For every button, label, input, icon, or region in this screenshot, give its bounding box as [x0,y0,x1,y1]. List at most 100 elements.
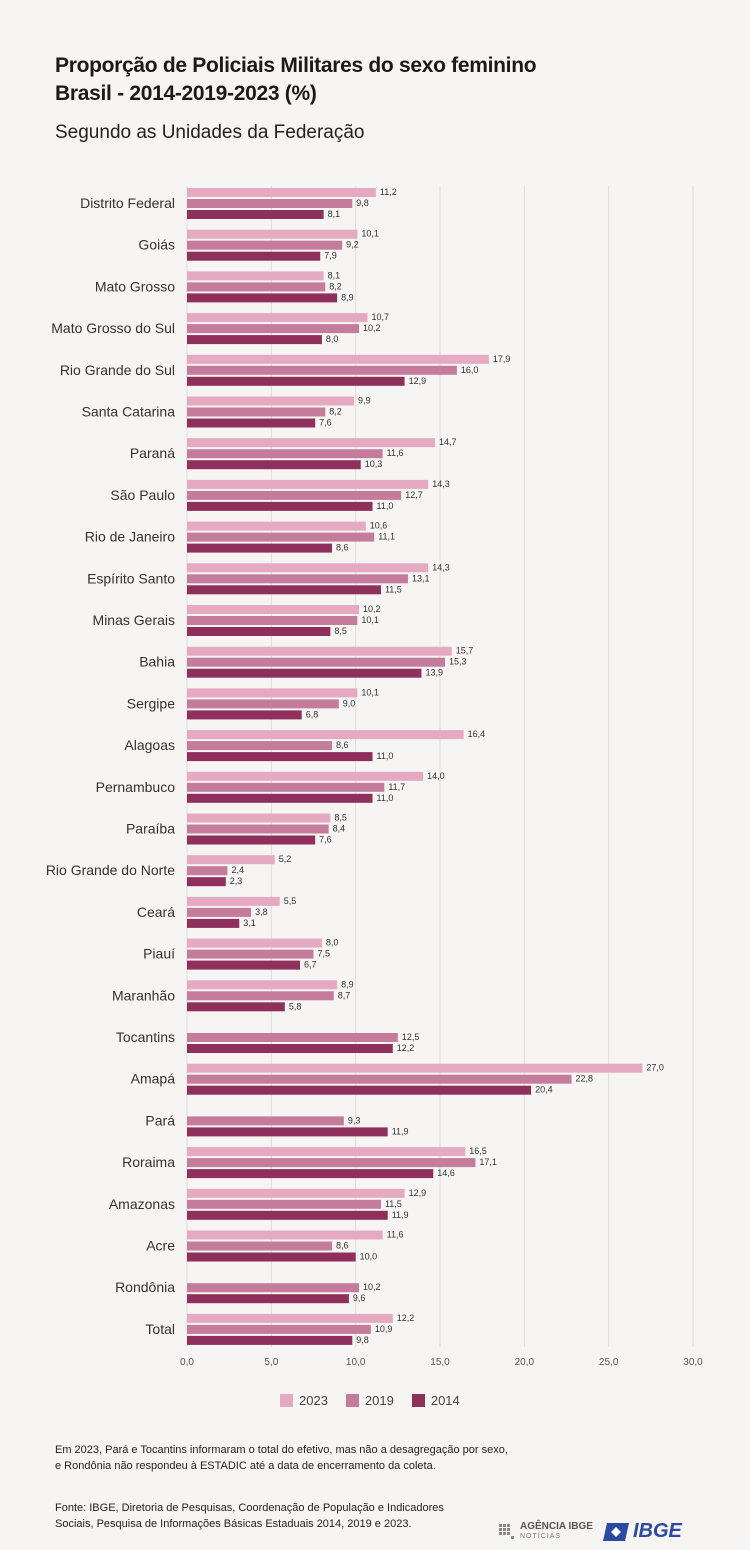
value-label: 12,9 [409,376,427,386]
bar-2014 [187,877,226,887]
bar-2019 [187,449,383,459]
value-label: 7,6 [319,835,332,845]
value-label: 2,4 [231,865,244,875]
value-label: 14,7 [439,437,457,447]
value-label: 27,0 [646,1063,664,1073]
value-label: 9,2 [346,240,359,250]
value-label: 10,1 [361,687,379,697]
ibge-logo: IBGE [602,1520,682,1543]
bar-2014 [187,793,373,803]
value-label: 3,8 [255,907,268,917]
value-label: 14,3 [432,479,450,489]
agencia-ibge-logo: AGÊNCIA IBGE NOTÍCIAS [498,1521,593,1542]
bar-2014 [187,1085,532,1095]
value-label: 10,2 [363,323,381,333]
value-label: 6,7 [304,960,317,970]
bar-2023 [187,688,358,698]
value-label: 5,5 [284,896,297,906]
legend: 2023 2019 2014 [280,1393,460,1408]
x-tick-label: 15,0 [430,1357,450,1368]
value-label: 11,0 [377,501,394,511]
category-label: Roraima [122,1154,175,1170]
value-label: 10,2 [363,1282,381,1292]
title-line-1: Proporção de Policiais Militares do sexo… [55,54,537,77]
value-label: 17,9 [493,354,511,364]
x-tick-label: 0,0 [180,1357,194,1368]
bar-2023 [187,813,331,823]
bar-2014 [187,1044,393,1053]
category-label: Bahia [139,654,175,670]
value-label: 7,5 [318,949,331,959]
bar-2019 [187,782,385,792]
value-label: 8,0 [326,334,339,344]
bar-2014 [187,1294,349,1304]
agencia-grid-icon [499,1523,514,1539]
value-label: 9,9 [358,396,371,406]
footnote: Em 2023, Pará e Tocantins informaram o t… [55,1442,715,1474]
bar-2019 [187,324,360,334]
bar-2014 [187,1252,356,1262]
value-label: 12,7 [405,490,423,500]
bar-2019 [187,407,326,417]
bar-2023 [187,730,464,740]
category-label: Rio Grande do Sul [60,362,175,378]
bar-2019 [187,991,334,1001]
legend-swatch-2019 [345,1394,359,1407]
value-label: 22,8 [576,1074,594,1084]
category-label: Rio de Janeiro [85,529,175,545]
value-label: 6,8 [306,709,319,719]
bar-2014 [187,668,422,678]
category-label: Rio Grande do Norte [46,862,175,878]
bar-2014 [187,501,373,511]
source-line-1: Fonte: IBGE, Diretoria de Pesquisas, Coo… [55,1502,444,1514]
bar-2014 [187,293,338,303]
bar-2019 [187,1283,360,1293]
bar-2023 [187,938,322,948]
value-label: 3,1 [243,918,256,928]
legend-item-2014: 2014 [411,1393,460,1408]
value-label: 11,0 [377,793,394,803]
value-label: 15,3 [449,657,467,667]
bar-2023 [187,896,280,906]
bar-2014 [187,543,333,553]
value-label: 11,5 [385,584,402,594]
value-label: 16,0 [461,365,479,375]
bar-2019 [187,616,358,625]
bar-2014 [187,627,331,636]
bar-2023 [187,1313,393,1323]
value-label: 14,6 [437,1168,455,1178]
value-label: 7,9 [324,251,337,261]
value-label: 10,1 [361,229,379,239]
value-label: 10,0 [360,1252,378,1262]
value-label: 11,1 [378,532,395,542]
bar-2014 [187,1169,434,1179]
category-label: Espírito Santo [87,570,175,586]
value-label: 10,7 [371,312,389,322]
bar-2014 [187,376,405,386]
chart-subtitle: Segundo as Unidades da Federação [55,122,365,143]
bar-2019 [187,1199,381,1209]
value-label: 10,3 [365,459,383,469]
bar-2014 [187,960,301,970]
value-label: 8,9 [341,292,354,302]
value-label: 9,8 [356,198,369,208]
bar-2023 [187,521,366,531]
value-label: 11,6 [387,448,404,458]
value-label: 8,5 [334,626,347,636]
value-label: 7,6 [319,418,332,428]
x-tick-label: 5,0 [264,1357,278,1368]
bar-2019 [187,1074,572,1084]
bar-2023 [187,605,360,614]
bar-chart: 0,0 5,0 10,0 15,0 20,0 25,0 30,0 Distrito Feder… [46,186,703,1368]
value-label: 8,6 [336,543,349,553]
value-label: 11,7 [388,782,405,792]
category-label: Piauí [143,946,175,962]
bar-2023 [187,188,376,197]
value-label: 17,1 [479,1157,497,1167]
bar-2014 [187,1127,388,1137]
bar-2019 [187,1158,476,1168]
bar-2019 [187,365,457,375]
value-label: 10,9 [375,1324,393,1334]
category-label: Total [145,1321,175,1337]
value-label: 8,6 [336,740,349,750]
